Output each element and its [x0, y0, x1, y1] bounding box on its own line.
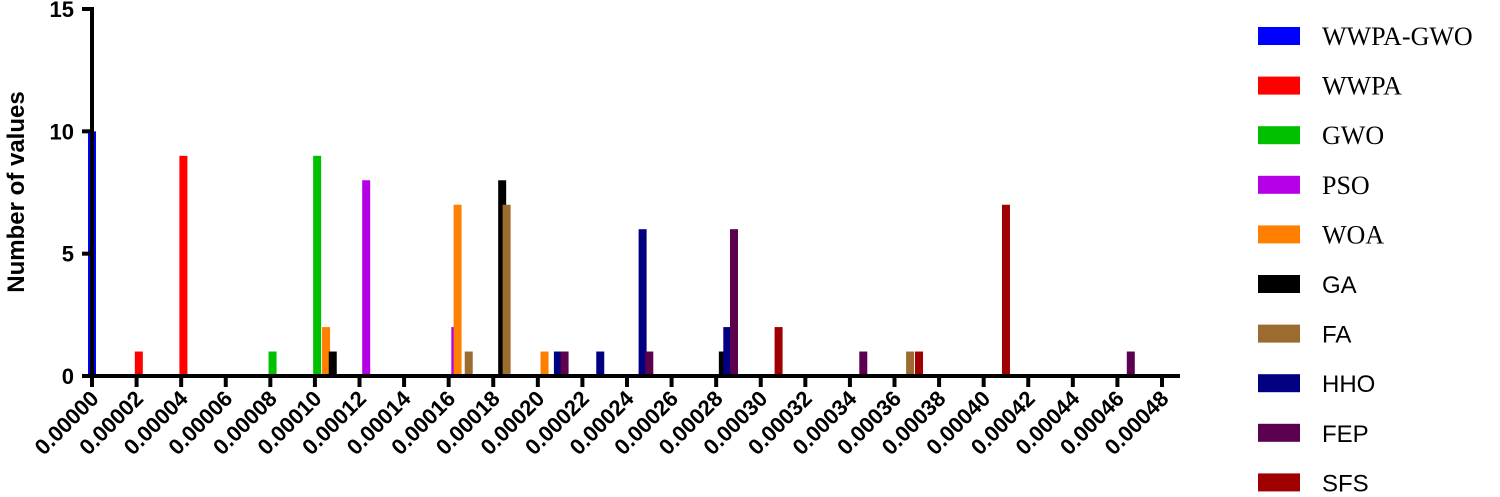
bar-fep-2	[730, 229, 738, 376]
bar-fa-1	[502, 204, 511, 376]
y-axis-title: Number of values	[3, 91, 30, 292]
legend-label: GA	[1322, 272, 1357, 299]
legend-item-fep: FEP	[1258, 421, 1369, 448]
legend-swatch	[1258, 225, 1300, 244]
legend-label: GWO	[1322, 121, 1384, 150]
axes-layer	[90, 7, 1180, 378]
bar-ga-2	[718, 351, 727, 376]
bar-fa-2	[906, 351, 915, 376]
legend-label: FEP	[1322, 421, 1369, 448]
bar-fep-4	[1126, 351, 1135, 376]
bars-layer	[88, 131, 1135, 376]
y-ticks: 0 5 10 15	[50, 0, 92, 389]
legend-item-gwo: GWO	[1258, 121, 1384, 150]
bar-wwpa-0	[134, 351, 143, 376]
legend-swatch	[1258, 27, 1300, 45]
y-tick-label: 0	[62, 364, 74, 389]
y-tick-label: 5	[62, 242, 74, 267]
bar-gwo-0	[268, 351, 277, 376]
bar-sfs-0	[774, 327, 783, 376]
bar-sfs-2	[1001, 204, 1010, 376]
bar-fep-3	[859, 351, 868, 376]
bar-fep-1	[645, 351, 654, 376]
legend-swatch	[1258, 275, 1300, 293]
legend-label: PSO	[1322, 171, 1370, 200]
legend-label: HHO	[1322, 371, 1375, 398]
bar-pso-0	[362, 180, 371, 376]
x-ticks: 0.000000.000020.000040.000060.000080.000…	[30, 376, 1174, 460]
bar-fa-0	[464, 351, 473, 376]
legend-label: WWPA	[1322, 72, 1402, 101]
legend-swatch	[1258, 324, 1300, 343]
legend-item-pso: PSO	[1258, 171, 1370, 200]
bar-hho-3	[723, 327, 732, 376]
legend-item-ga: GA	[1258, 272, 1357, 299]
bar-woa-0	[322, 327, 331, 376]
legend-item-woa: WOA	[1258, 220, 1384, 249]
legend-label: SFS	[1322, 470, 1369, 492]
bar-fep-0	[560, 351, 569, 376]
y-tick-label: 15	[50, 0, 74, 22]
legend: WWPA-GWO WWPA GWO PSO WOA GA FA HHO FEP SFS	[1258, 22, 1473, 497]
bar-hho-0	[553, 351, 562, 376]
bar-ga-1	[498, 180, 507, 376]
legend-swatch	[1258, 423, 1300, 442]
legend-item-fa: FA	[1258, 322, 1351, 349]
bar-hho-1	[596, 351, 605, 376]
legend-swatch	[1258, 473, 1300, 492]
bar-gwo-1	[313, 155, 322, 376]
legend-swatch	[1258, 374, 1300, 393]
bar-woa-2	[540, 351, 549, 376]
bar-ga-0	[328, 351, 337, 376]
legend-swatch	[1258, 126, 1300, 145]
legend-label: WOA	[1322, 220, 1384, 249]
y-tick-label: 10	[50, 119, 74, 144]
legend-swatch	[1258, 76, 1300, 95]
legend-swatch	[1258, 175, 1300, 194]
legend-item-sfs: SFS	[1258, 470, 1369, 497]
legend-item-wwpa-gwo: WWPA-GWO	[1258, 22, 1473, 51]
legend-label: WWPA-GWO	[1322, 22, 1473, 51]
legend-item-wwpa: WWPA	[1258, 72, 1402, 101]
bar-wwpa-1	[179, 155, 188, 376]
bar-woa-1	[453, 204, 462, 376]
legend-item-hho: HHO	[1258, 371, 1375, 398]
legend-label: FA	[1322, 322, 1351, 349]
bar-sfs-1	[915, 351, 924, 376]
bar-hho-2	[638, 229, 647, 376]
